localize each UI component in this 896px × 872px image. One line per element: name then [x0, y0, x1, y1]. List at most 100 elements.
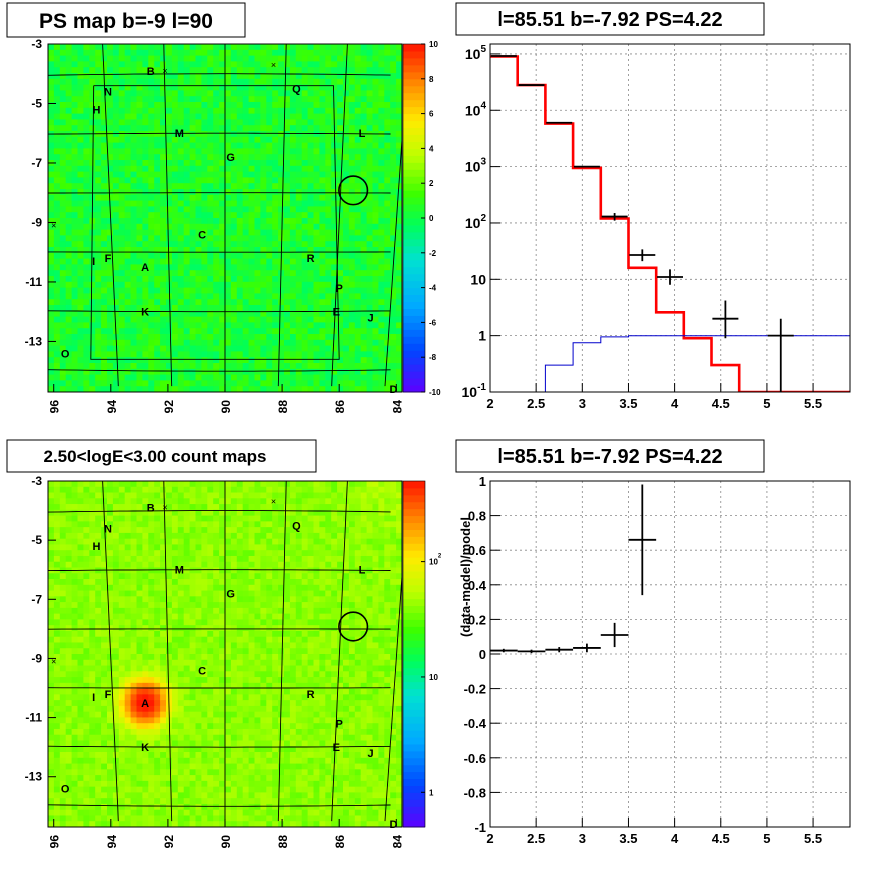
heat-cell [124, 119, 131, 126]
heat-cell [372, 316, 379, 323]
heat-cell [230, 61, 238, 68]
heat-cell [112, 590, 120, 597]
heat-cell [142, 142, 149, 149]
heat-cell [101, 798, 108, 805]
heat-cell [183, 339, 190, 346]
heat-cell [154, 55, 161, 62]
heat-cell [207, 84, 214, 91]
heat-cell [142, 316, 149, 323]
heat-cell [177, 235, 185, 242]
heat-cell [225, 287, 232, 294]
heat-cell [289, 264, 297, 271]
heat-cell [360, 241, 367, 248]
heat-cell [154, 171, 161, 178]
heat-cell [260, 316, 267, 323]
heat-cell [278, 55, 285, 62]
heat-cell [307, 310, 314, 317]
heat-cell [378, 102, 385, 109]
heat-cell [236, 67, 244, 74]
heat-cell [177, 200, 185, 207]
heat-cell [213, 293, 220, 300]
heat-cell [266, 49, 273, 56]
heat-cell [107, 659, 114, 666]
heat-cell [384, 73, 391, 80]
heat-cell [142, 504, 149, 511]
heat-cell [337, 107, 344, 114]
heat-cell [260, 281, 267, 288]
heat-cell [254, 287, 261, 294]
heat-cell [48, 504, 55, 511]
heat-cell [53, 584, 61, 591]
heat-cell [372, 200, 379, 207]
heat-cell [53, 322, 61, 329]
heat-cell [348, 55, 356, 62]
heat-cell [219, 119, 226, 126]
heat-cell [289, 183, 297, 190]
heat-cell [65, 671, 72, 678]
heat-cell [260, 177, 267, 184]
heat-cell [337, 223, 344, 230]
heat-cell [313, 183, 320, 190]
heat-cell [101, 177, 108, 184]
heat-cell [177, 119, 185, 126]
heat-cell [101, 486, 108, 493]
heat-cell [95, 177, 102, 184]
heat-cell [213, 125, 220, 132]
heat-cell [48, 584, 55, 591]
heat-cell [65, 757, 72, 764]
heat-cell [160, 345, 167, 352]
heat-cell [118, 682, 126, 689]
heat-cell [112, 740, 120, 747]
heat-cell [166, 119, 173, 126]
heat-cell [166, 368, 173, 375]
heat-cell [313, 125, 320, 132]
heat-cell [136, 734, 143, 741]
heat-cell [136, 235, 143, 242]
heat-cell [278, 368, 285, 375]
heat-cell [154, 486, 161, 493]
heat-cell [154, 642, 161, 649]
heat-cell [53, 44, 61, 51]
heat-cell [83, 815, 90, 822]
heat-cell [124, 380, 131, 387]
heat-cell [101, 734, 108, 741]
heat-cell [319, 200, 326, 207]
heat-cell [201, 229, 208, 236]
heat-cell [313, 241, 320, 248]
heat-cell [343, 107, 350, 114]
heat-cell [101, 815, 108, 822]
heat-cell [112, 113, 120, 120]
heat-cell [65, 287, 72, 294]
heat-cell [236, 154, 244, 161]
heat-cell [366, 148, 373, 155]
heat-cell [112, 218, 120, 225]
heat-cell [59, 486, 67, 493]
heat-cell [154, 677, 161, 684]
heat-cell [189, 241, 196, 248]
heat-cell [219, 345, 226, 352]
heat-cell [53, 613, 61, 620]
heat-cell [136, 521, 143, 528]
heat-cell [77, 579, 84, 586]
heat-cell [148, 579, 155, 586]
heat-cell [118, 368, 126, 375]
heat-cell [230, 258, 238, 265]
heat-cell [142, 351, 149, 358]
heat-cell [183, 229, 190, 236]
heat-cell [354, 194, 362, 201]
heat-cell [307, 380, 314, 387]
heat-cell [112, 264, 120, 271]
heat-cell [101, 293, 108, 300]
heat-cell [124, 798, 131, 805]
heat-cell [242, 316, 249, 323]
heat-cell [95, 786, 102, 793]
heat-cell [384, 67, 391, 74]
heat-cell [148, 555, 155, 563]
heat-cell [142, 515, 149, 522]
heat-cell [213, 299, 220, 306]
heat-cell [272, 223, 279, 230]
heat-cell [289, 287, 297, 294]
heat-cell [354, 102, 362, 109]
heat-cell [390, 194, 397, 201]
heat-cell [301, 334, 308, 341]
